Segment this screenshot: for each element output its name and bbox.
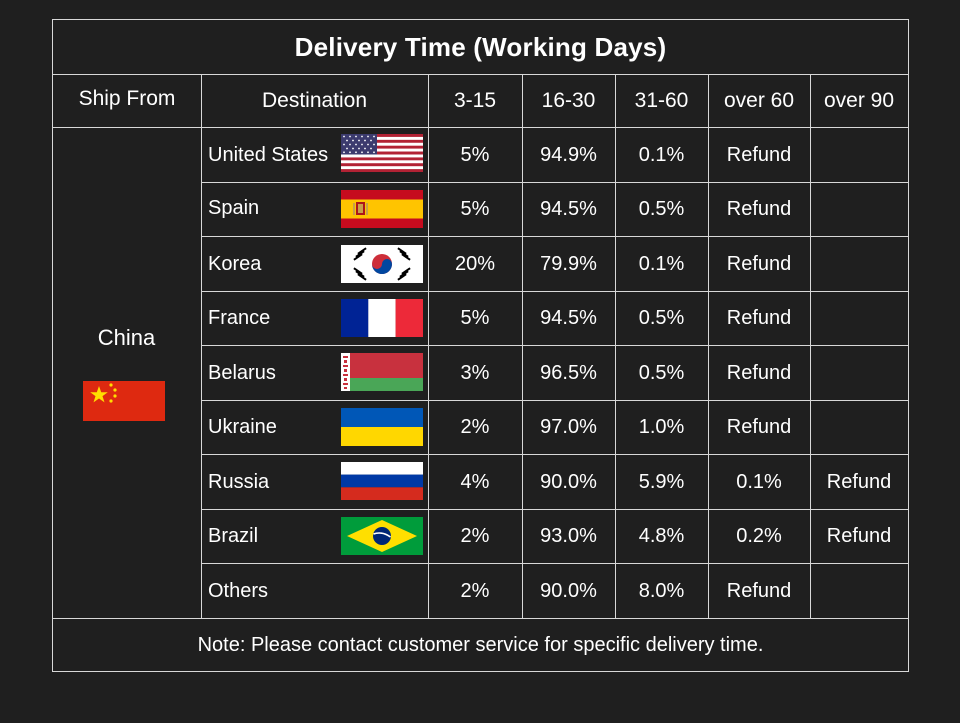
row-divider (201, 182, 908, 183)
note-divider (53, 618, 908, 619)
brazil-flag-icon (341, 517, 423, 555)
korea-flag-icon (341, 245, 423, 283)
destination-label: Brazil (208, 525, 259, 547)
cell-over-90 (810, 183, 908, 236)
cell-3-15: 20% (454, 252, 496, 275)
cell-31-60: 8.0% (638, 579, 685, 602)
cell-over-60: 0.2% (736, 525, 782, 547)
cell-16-30: 94.5% (540, 307, 597, 329)
cell-over-90 (810, 237, 908, 291)
cell-over-90 (810, 564, 908, 618)
cell-over-90 (810, 128, 908, 182)
cell-31-60: 0.1% (638, 252, 685, 275)
header-divider (53, 127, 908, 128)
header-over-60: over 60 (723, 88, 795, 112)
destination-label: Others (208, 579, 269, 602)
cell-31-60: 0.5% (638, 198, 685, 220)
row-divider (201, 563, 908, 564)
cell-over-60: Refund (726, 361, 792, 384)
cell-over-90: Refund (826, 525, 892, 547)
cell-16-30: 94.9% (540, 143, 597, 166)
row-divider (201, 454, 908, 455)
delivery-note: Note: Please contact customer service fo… (197, 634, 764, 656)
cell-3-15: 2% (460, 525, 490, 547)
header-31-60: 31-60 (634, 88, 689, 112)
column-divider (428, 74, 429, 618)
cell-31-60: 0.5% (638, 307, 685, 329)
destination-label: Ukraine (208, 416, 277, 438)
cell-16-30: 97.0% (540, 416, 597, 438)
france-flag-icon (341, 299, 423, 337)
cell-31-60: 1.0% (638, 416, 685, 438)
delivery-time-table: Delivery Time (Working Days) Ship From D… (52, 19, 909, 672)
cell-over-60: 0.1% (736, 470, 782, 493)
cell-3-15: 2% (460, 416, 490, 438)
header-16-30: 16-30 (541, 88, 596, 112)
cell-3-15: 5% (460, 307, 490, 329)
destination-label: United States (208, 143, 329, 166)
cell-over-90: Refund (826, 470, 892, 493)
belarus-flag-icon (341, 353, 423, 391)
row-divider (201, 291, 908, 292)
cell-over-90 (810, 292, 908, 345)
china-flag-icon (83, 381, 165, 421)
ukraine-flag-icon (341, 408, 423, 446)
cell-31-60: 5.9% (638, 470, 685, 493)
destination-label: Korea (208, 252, 262, 275)
us-flag-icon (341, 134, 423, 172)
header-destination: Destination (261, 88, 368, 112)
column-divider (201, 74, 202, 618)
cell-3-15: 5% (460, 198, 490, 220)
header-ship-from: Ship From (78, 86, 176, 110)
destination-label: Russia (208, 470, 270, 493)
spain-flag-icon (341, 190, 423, 228)
column-divider (522, 74, 523, 618)
cell-over-90 (810, 346, 908, 400)
header-3-15: 3-15 (453, 88, 497, 112)
cell-16-30: 93.0% (540, 525, 597, 547)
cell-31-60: 4.8% (638, 525, 685, 547)
cell-31-60: 0.1% (638, 143, 685, 166)
row-divider (201, 236, 908, 237)
cell-16-30: 90.0% (540, 470, 597, 493)
cell-16-30: 94.5% (540, 198, 597, 220)
cell-over-90 (810, 401, 908, 454)
table-title: Delivery Time (Working Days) (53, 20, 908, 75)
cell-3-15: 3% (460, 361, 490, 384)
cell-over-60: Refund (726, 579, 792, 602)
russia-flag-icon (341, 462, 423, 500)
destination-label: France (208, 307, 271, 329)
cell-3-15: 2% (460, 579, 490, 602)
header-over-90: over 90 (823, 88, 895, 112)
cell-over-60: Refund (726, 416, 792, 438)
ship-from-country: China (97, 325, 156, 350)
column-divider (708, 74, 709, 618)
cell-over-60: Refund (726, 143, 792, 166)
row-divider (201, 509, 908, 510)
destination-label: Belarus (208, 361, 276, 384)
cell-over-60: Refund (726, 252, 792, 275)
column-divider (810, 74, 811, 618)
cell-16-30: 90.0% (540, 579, 597, 602)
cell-over-60: Refund (726, 307, 792, 329)
cell-16-30: 79.9% (540, 252, 597, 275)
destination-label: Spain (208, 196, 260, 219)
cell-3-15: 4% (460, 470, 490, 493)
cell-over-60: Refund (726, 198, 792, 220)
row-divider (201, 345, 908, 346)
column-divider (615, 74, 616, 618)
cell-3-15: 5% (460, 143, 490, 166)
cell-16-30: 96.5% (540, 361, 597, 384)
cell-31-60: 0.5% (638, 361, 685, 384)
row-divider (201, 400, 908, 401)
